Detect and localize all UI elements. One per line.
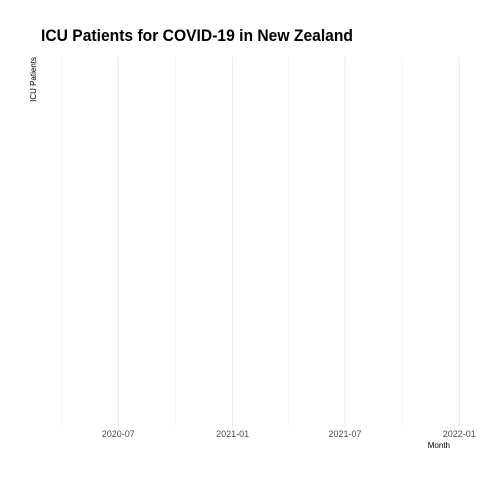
x-tick-label: 2021-07 — [328, 429, 361, 439]
x-axis-title: Month — [428, 441, 450, 450]
minor-gridlines — [61, 57, 403, 427]
major-gridlines — [117, 57, 460, 427]
x-tick-label: 2020-07 — [102, 429, 135, 439]
y-axis-title: ICU Patients — [29, 57, 38, 102]
chart-title: ICU Patients for COVID-19 in New Zealand — [41, 26, 353, 45]
x-axis-ticks: 2020-07 2021-01 2021-07 2022-01 — [102, 429, 476, 439]
x-tick-label: 2021-01 — [216, 429, 249, 439]
x-tick-label: 2022-01 — [443, 429, 476, 439]
